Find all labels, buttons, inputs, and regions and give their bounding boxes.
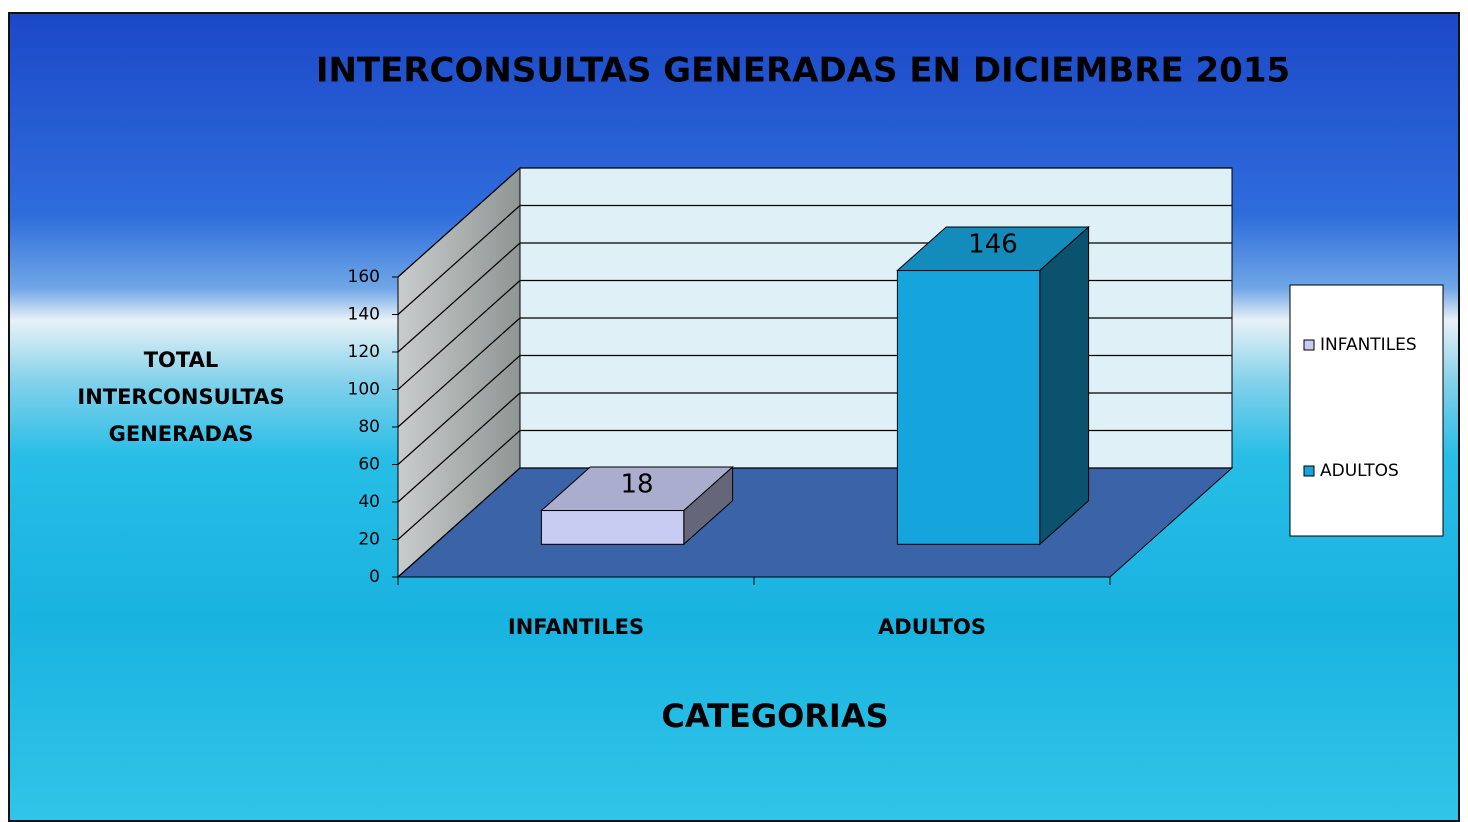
- chart-title: INTERCONSULTAS GENERADAS EN DICIEMBRE 20…: [316, 51, 1290, 91]
- y-tick-label: 40: [358, 492, 380, 512]
- x-axis-title: CATEGORIAS: [661, 697, 888, 735]
- page: INTERCONSULTAS GENERADAS EN DICIEMBRE 20…: [0, 0, 1468, 822]
- y-axis-title: TOTAL INTERCONSULTAS GENERADAS: [66, 342, 296, 453]
- legend-swatch: [1304, 466, 1314, 476]
- legend-label: INFANTILES: [1320, 335, 1417, 355]
- y-tick-label: 60: [358, 455, 380, 475]
- y-tick-label: 0: [369, 567, 380, 587]
- y-tick-label: 20: [358, 530, 380, 550]
- x-tick-label: INFANTILES: [508, 615, 644, 639]
- data-label: 146: [968, 229, 1018, 259]
- x-tick-label: ADULTOS: [878, 615, 986, 639]
- y-tick-label: 120: [348, 342, 380, 362]
- bar: [541, 511, 683, 545]
- y-tick-label: 80: [358, 417, 380, 437]
- floor: [398, 468, 1232, 577]
- y-tick-label: 160: [348, 267, 380, 287]
- data-label: 18: [620, 469, 653, 499]
- legend-swatch: [1304, 340, 1314, 350]
- y-tick-label: 140: [348, 305, 380, 325]
- legend-label: ADULTOS: [1320, 461, 1399, 481]
- bar: [897, 271, 1039, 545]
- legend-box: [1290, 285, 1443, 536]
- y-tick-label: 100: [348, 380, 380, 400]
- bar-side: [1040, 227, 1089, 544]
